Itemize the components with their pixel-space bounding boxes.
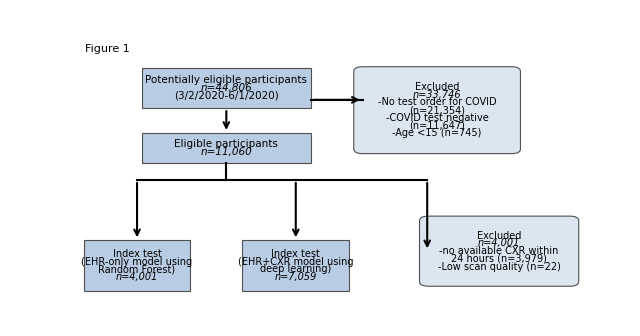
Text: -no available CXR within: -no available CXR within (440, 246, 559, 256)
Text: Index test: Index test (113, 249, 161, 259)
Text: (EHR-only model using: (EHR-only model using (81, 256, 193, 266)
Text: n=4,001: n=4,001 (116, 272, 158, 282)
Text: Random Forest): Random Forest) (99, 264, 175, 274)
Text: -Age <15 (n=745): -Age <15 (n=745) (392, 128, 482, 138)
Text: -COVID test negative: -COVID test negative (386, 113, 488, 123)
Text: Index test: Index test (271, 249, 320, 259)
Text: (3/2/2020-6/1/2020): (3/2/2020-6/1/2020) (174, 91, 278, 101)
Text: deep learning): deep learning) (260, 264, 332, 274)
FancyBboxPatch shape (142, 133, 310, 163)
Text: Excluded: Excluded (415, 82, 460, 92)
Text: n=7,059: n=7,059 (275, 272, 317, 282)
FancyBboxPatch shape (142, 68, 310, 108)
Text: -No test order for COVID: -No test order for COVID (378, 97, 497, 108)
Text: Eligible participants: Eligible participants (174, 139, 278, 149)
Text: (EHR+CXR model using: (EHR+CXR model using (238, 256, 353, 266)
Text: Potentially eligible participants: Potentially eligible participants (145, 75, 307, 85)
Text: (n=11,647): (n=11,647) (409, 121, 465, 131)
Text: -Low scan quality (n=22): -Low scan quality (n=22) (438, 262, 561, 272)
Text: n=44,806: n=44,806 (200, 83, 252, 93)
Text: 24 hours (n=3,979): 24 hours (n=3,979) (451, 254, 547, 264)
Text: n=33,746: n=33,746 (413, 90, 461, 100)
FancyBboxPatch shape (243, 240, 349, 291)
Text: n=11,060: n=11,060 (200, 146, 252, 157)
FancyBboxPatch shape (419, 216, 579, 286)
FancyBboxPatch shape (354, 67, 520, 154)
Text: Figure 1: Figure 1 (85, 44, 130, 54)
Text: Excluded: Excluded (477, 230, 522, 241)
FancyBboxPatch shape (84, 240, 190, 291)
Text: (n=21,354): (n=21,354) (409, 105, 465, 115)
Text: n=4,001: n=4,001 (478, 239, 520, 248)
